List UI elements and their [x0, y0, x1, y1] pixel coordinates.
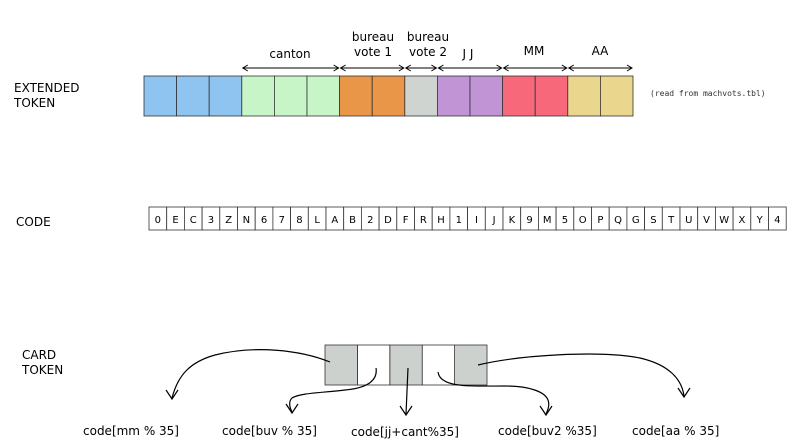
- code-char: C: [190, 215, 197, 226]
- group-label-bureau-vote-1: bureau vote 1: [351, 30, 395, 59]
- arrow-buv-head: [285, 403, 299, 415]
- extended-token-cell: [371, 75, 406, 117]
- code-char: R: [420, 215, 427, 226]
- card-token-diagram: [165, 344, 691, 417]
- extended-token-cell: [273, 75, 308, 117]
- extended-token-label: EXTENDED TOKEN: [14, 81, 80, 110]
- code-char: G: [632, 215, 640, 226]
- code-char: T: [667, 215, 675, 226]
- card-token-cell: [389, 344, 423, 386]
- code-char: B: [349, 215, 356, 226]
- code-char: Y: [756, 215, 764, 226]
- extended-token-strip: [143, 64, 634, 117]
- group-label-canton: canton: [269, 47, 311, 61]
- arrow-mm: [171, 349, 331, 399]
- code-char: A: [331, 215, 338, 226]
- code-cell: [768, 206, 787, 231]
- code-char: 9: [526, 215, 532, 226]
- group-label-jj: J J: [462, 47, 474, 61]
- group-label-aa: AA: [591, 44, 609, 58]
- caption-mm: code[mm % 35]: [83, 424, 179, 438]
- card-token-label: CARD TOKEN: [22, 348, 64, 377]
- card-token-cell: [324, 344, 358, 386]
- code-char: W: [719, 215, 729, 226]
- code-char: 3: [208, 215, 214, 226]
- source-note: (read from machvots.tbl): [650, 89, 766, 98]
- code-char: J: [492, 215, 496, 226]
- arrow-mm-head: [165, 389, 179, 401]
- card-token-cell: [454, 344, 488, 386]
- group-span-arrow: [437, 64, 503, 72]
- code-char: 8: [296, 215, 302, 226]
- code-char: K: [509, 215, 516, 226]
- code-char: 0: [155, 215, 161, 226]
- code-char: N: [243, 215, 250, 226]
- group-span-arrow: [241, 64, 340, 72]
- caption-buv: code[buv % 35]: [222, 424, 317, 438]
- code-char: Q: [614, 215, 622, 226]
- extended-token-cell: [404, 75, 438, 117]
- code-char: F: [403, 215, 409, 226]
- extended-token-cell: [208, 75, 243, 117]
- arrow-jj: [405, 367, 409, 415]
- code-char: V: [703, 215, 710, 226]
- extended-token-cell: [306, 75, 340, 117]
- extended-token-cell: [567, 75, 601, 117]
- code-char: I: [475, 215, 478, 226]
- caption-jj-cant: code[jj+cant%35]: [351, 425, 459, 439]
- extended-token-cell: [534, 75, 569, 117]
- code-char: 7: [279, 215, 285, 226]
- extended-token-cell: [241, 75, 275, 117]
- arrow-aa: [477, 353, 685, 397]
- arrow-buv: [289, 367, 377, 413]
- code-char: 5: [562, 215, 568, 226]
- group-label-bureau-vote-2: bureau vote 2: [406, 30, 450, 59]
- code-char: E: [172, 215, 178, 226]
- caption-aa: code[aa % 35]: [632, 424, 720, 438]
- group-span-arrow: [339, 64, 405, 72]
- code-char: D: [384, 215, 392, 226]
- extended-token-cell: [436, 75, 471, 117]
- group-span-arrow: [404, 64, 438, 72]
- group-span-arrow: [567, 64, 633, 72]
- code-char: H: [437, 215, 445, 226]
- extended-token-cell: [143, 75, 177, 117]
- code-char: 4: [774, 215, 780, 226]
- arrow-aa-head: [677, 387, 691, 399]
- code-char: O: [579, 215, 587, 226]
- code-label: CODE: [16, 215, 51, 229]
- code-char: 2: [367, 215, 373, 226]
- arrow-buv2-head: [539, 405, 553, 417]
- group-label-mm: MM: [523, 44, 545, 58]
- code-char: X: [739, 215, 746, 226]
- code-char: 1: [456, 215, 462, 226]
- extended-token-cell: [176, 75, 210, 117]
- code-char: P: [597, 215, 603, 226]
- code-char: S: [650, 215, 656, 226]
- code-char: Z: [225, 215, 232, 226]
- extended-token-cell: [502, 75, 536, 117]
- group-span-arrow: [502, 64, 568, 72]
- arrow-buv2: [437, 371, 550, 415]
- extended-token-cell: [469, 75, 503, 117]
- code-char: M: [543, 215, 552, 226]
- extended-token-cell: [600, 75, 634, 117]
- caption-buv2: code[buv2 %35]: [498, 424, 597, 438]
- card-token-cell: [421, 344, 456, 386]
- code-char: 6: [261, 215, 267, 226]
- extended-token-cell: [339, 75, 373, 117]
- code-char: L: [314, 215, 320, 226]
- code-char: U: [685, 215, 692, 226]
- arrow-jj-head: [399, 405, 413, 417]
